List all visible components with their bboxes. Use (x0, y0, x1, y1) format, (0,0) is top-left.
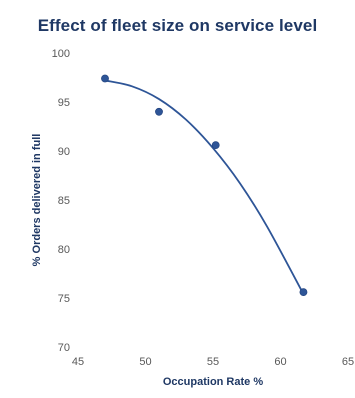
data-point (155, 107, 163, 116)
x-axis: 45 50 55 60 65 (72, 356, 354, 368)
y-axis-title: % Orders delivered in full (31, 134, 43, 267)
data-point (211, 141, 220, 150)
data-point (101, 74, 109, 83)
y-tick-label: 90 (58, 146, 70, 158)
trendline (104, 79, 305, 295)
y-tick-label: 95 (58, 97, 70, 109)
y-tick-label: 85 (58, 195, 70, 207)
x-tick-label: 55 (207, 356, 219, 368)
data-points-layer (101, 74, 308, 297)
y-tick-label: 70 (58, 342, 70, 354)
data-point (299, 288, 308, 297)
y-axis: 70 75 80 85 90 95 100 (52, 48, 70, 354)
y-tick-label: 100 (52, 48, 70, 60)
x-tick-label: 45 (72, 356, 84, 368)
x-axis-title: Occupation Rate % (163, 376, 263, 388)
x-tick-label: 65 (342, 356, 354, 368)
y-tick-label: 75 (58, 293, 70, 305)
x-tick-label: 50 (139, 356, 151, 368)
y-tick-label: 80 (58, 244, 70, 256)
trendline-layer (104, 79, 305, 295)
x-tick-label: 60 (274, 356, 286, 368)
chart-title: Effect of fleet size on service level (37, 16, 318, 35)
